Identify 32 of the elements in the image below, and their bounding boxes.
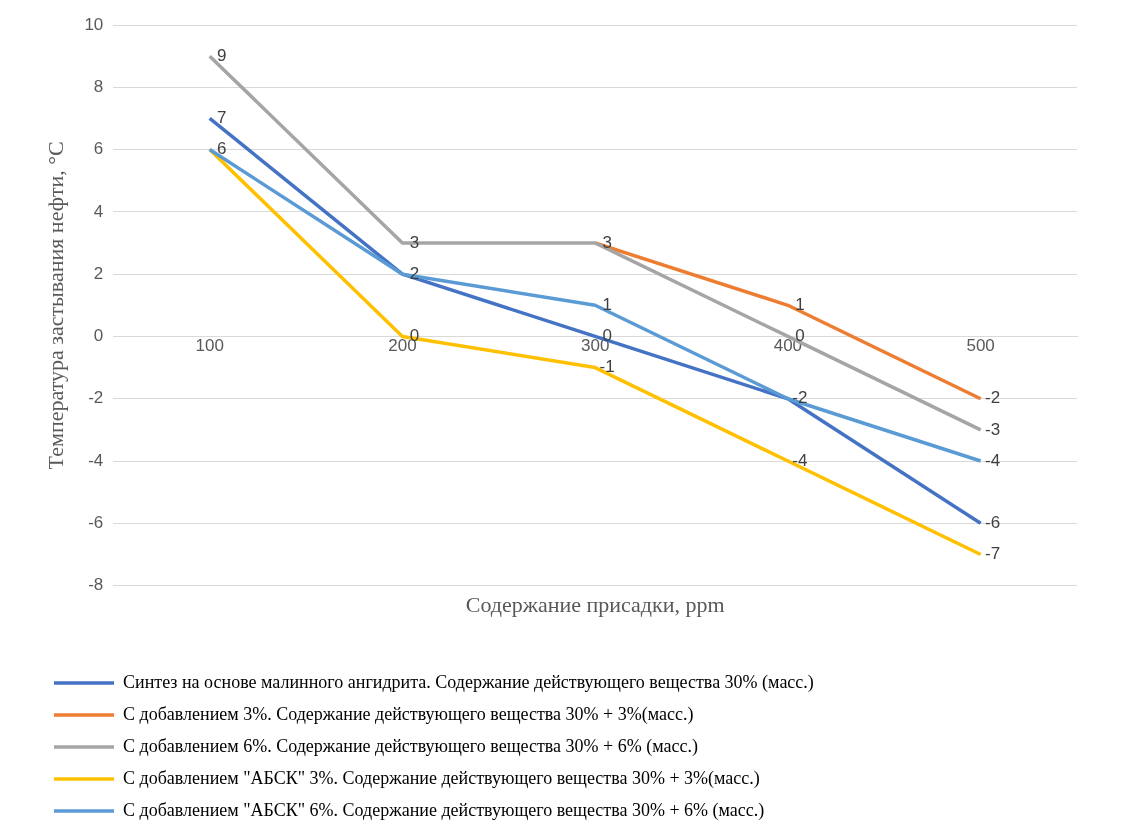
- x-tick-label: 500: [966, 336, 995, 356]
- data-label: 1: [795, 294, 805, 314]
- data-label: -2: [985, 388, 1001, 408]
- y-tick-label: 2: [93, 263, 104, 283]
- y-tick-label: -6: [88, 513, 104, 532]
- y-tick-label: 6: [93, 139, 104, 159]
- legend-label: С добавлением "АБСК" 3%. Содержание действующего вещества 30% + 3%(масс.): [123, 767, 760, 789]
- y-tick-label: 0: [93, 326, 104, 346]
- y-tick-label: 8: [93, 76, 104, 96]
- legend-label: С добавлением 6%. Содержание действующего вещества 30% + 6% (масс.): [123, 735, 698, 757]
- data-label: -1: [599, 357, 615, 377]
- data-label: -4: [985, 450, 1001, 470]
- y-tick-label: -2: [88, 388, 104, 408]
- y-tick-label: 10: [84, 14, 104, 34]
- x-tick-label: 100: [195, 336, 224, 356]
- y-axis-title: Температура застывания нефти, °C: [42, 141, 68, 470]
- y-tick-label: -8: [88, 575, 104, 595]
- data-label: 1: [602, 294, 612, 314]
- data-label: -6: [985, 513, 1001, 532]
- data-label: -4: [792, 450, 808, 470]
- data-label: -7: [985, 544, 1001, 564]
- legend-label: С добавлением 3%. Содержание действующего вещества 30% + 3%(масс.): [123, 703, 694, 725]
- data-label: 7: [216, 108, 227, 128]
- data-label: 9: [216, 45, 227, 65]
- legend-label: С добавлением "АБСК" 6%. Содержание действующего вещества 30% + 6% (масс.): [123, 799, 765, 821]
- y-tick-label: -4: [88, 450, 104, 470]
- x-axis-title: Содержание присадки, ppm: [465, 592, 725, 618]
- legend-label: Синтез на основе малинного ангидрита. Содержание действующего вещества 30% (масс.): [123, 671, 814, 693]
- data-label: 3: [409, 232, 420, 252]
- data-label: 6: [216, 139, 227, 159]
- y-tick-label: 4: [93, 201, 104, 221]
- data-label: -3: [985, 419, 1001, 439]
